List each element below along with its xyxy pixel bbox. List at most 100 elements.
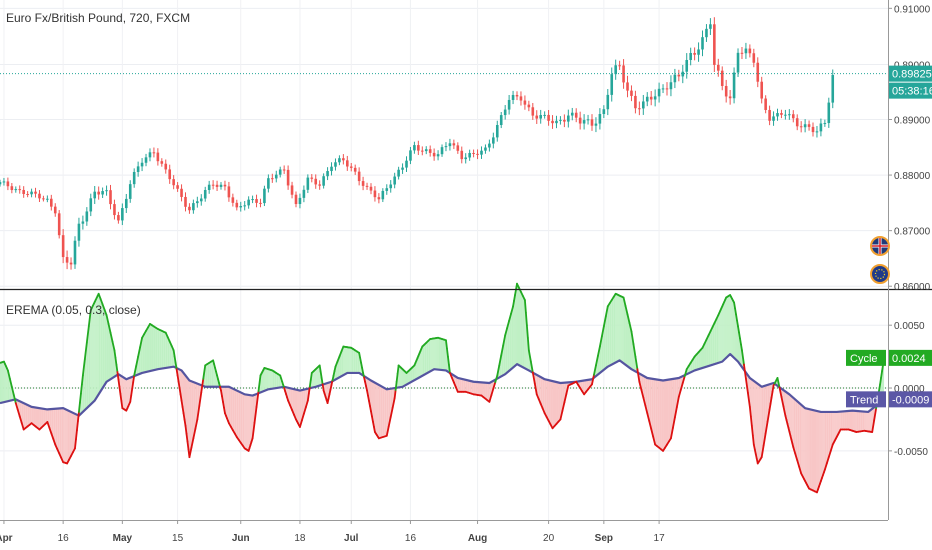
candle-body[interactable] — [720, 70, 724, 86]
candle-body[interactable] — [326, 171, 329, 177]
candle-body[interactable] — [342, 158, 345, 161]
candle-body[interactable] — [444, 146, 448, 148]
candle-body[interactable] — [298, 197, 302, 205]
candle-body[interactable] — [488, 143, 491, 148]
candle-body[interactable] — [432, 152, 436, 157]
candle-body[interactable] — [81, 221, 85, 224]
candle-body[interactable] — [626, 82, 629, 91]
candle-body[interactable] — [784, 114, 787, 116]
candle-body[interactable] — [697, 49, 700, 55]
candle-body[interactable] — [645, 96, 649, 102]
candle-body[interactable] — [559, 119, 562, 121]
candle-body[interactable] — [519, 96, 523, 101]
candle-body[interactable] — [744, 48, 748, 54]
candle-body[interactable] — [136, 166, 140, 172]
candle-body[interactable] — [689, 52, 692, 60]
candle-body[interactable] — [440, 147, 444, 155]
candle-body[interactable] — [211, 184, 215, 186]
candle-body[interactable] — [436, 154, 440, 157]
candle-body[interactable] — [673, 74, 677, 83]
candle-body[interactable] — [531, 107, 535, 116]
candle-body[interactable] — [10, 186, 14, 191]
candle-body[interactable] — [239, 206, 243, 208]
candle-body[interactable] — [231, 197, 235, 203]
candle-body[interactable] — [282, 169, 286, 171]
candle-body[interactable] — [219, 184, 223, 187]
candle-body[interactable] — [574, 112, 578, 118]
candle-body[interactable] — [0, 182, 2, 185]
candle-body[interactable] — [661, 88, 665, 90]
candle-body[interactable] — [105, 190, 108, 192]
candle-body[interactable] — [760, 81, 764, 99]
candle-body[interactable] — [377, 197, 381, 200]
candle-body[interactable] — [255, 199, 258, 203]
candle-body[interactable] — [401, 167, 404, 170]
candle-body[interactable] — [306, 177, 310, 190]
candle-body[interactable] — [349, 166, 353, 168]
candle-body[interactable] — [140, 162, 144, 167]
candle-body[interactable] — [385, 188, 389, 191]
candle-body[interactable] — [598, 114, 602, 124]
candle-body[interactable] — [448, 143, 452, 147]
candle-body[interactable] — [503, 109, 507, 116]
candle-body[interactable] — [156, 152, 160, 162]
candle-body[interactable] — [405, 160, 408, 168]
candle-body[interactable] — [484, 147, 487, 151]
candle-body[interactable] — [803, 124, 807, 128]
candle-body[interactable] — [69, 262, 73, 265]
candle-body[interactable] — [586, 119, 590, 121]
candle-body[interactable] — [776, 113, 779, 117]
candle-body[interactable] — [417, 145, 420, 151]
candle-body[interactable] — [527, 104, 531, 108]
candle-body[interactable] — [176, 185, 179, 189]
candle-body[interactable] — [492, 137, 495, 144]
candle-body[interactable] — [259, 202, 262, 204]
candle-body[interactable] — [160, 161, 164, 164]
candle-body[interactable] — [369, 186, 373, 191]
candle-body[interactable] — [50, 198, 53, 207]
candle-body[interactable] — [476, 153, 479, 155]
uk-flag-icon[interactable] — [870, 236, 890, 256]
candle-body[interactable] — [274, 174, 278, 179]
candle-body[interactable] — [468, 152, 471, 158]
candle-body[interactable] — [452, 143, 456, 146]
candle-body[interactable] — [748, 48, 752, 54]
candle-body[interactable] — [97, 191, 100, 195]
candle-body[interactable] — [732, 72, 736, 99]
candle-body[interactable] — [168, 169, 172, 180]
candle-body[interactable] — [653, 96, 657, 100]
candle-body[interactable] — [507, 99, 511, 110]
candle-body[interactable] — [693, 52, 696, 55]
candle-body[interactable] — [46, 198, 49, 200]
candle-body[interactable] — [736, 52, 740, 73]
candle-body[interactable] — [807, 124, 811, 127]
candle-body[interactable] — [393, 176, 396, 185]
candle-body[interactable] — [42, 198, 45, 200]
candle-body[interactable] — [756, 62, 760, 82]
candle-body[interactable] — [724, 85, 728, 97]
candle-body[interactable] — [113, 204, 116, 216]
candle-body[interactable] — [132, 171, 136, 185]
candle-body[interactable] — [570, 112, 574, 116]
candle-body[interactable] — [314, 178, 318, 185]
candle-body[interactable] — [563, 119, 566, 122]
candle-body[interactable] — [495, 125, 499, 138]
candle-body[interactable] — [89, 198, 93, 212]
candle-body[interactable] — [681, 71, 685, 77]
candle-body[interactable] — [472, 152, 475, 154]
candle-body[interactable] — [709, 24, 712, 29]
candle-body[interactable] — [823, 123, 827, 125]
candle-body[interactable] — [85, 211, 89, 222]
candle-body[interactable] — [290, 185, 294, 195]
candle-body[interactable] — [172, 179, 175, 186]
candle-body[interactable] — [480, 150, 483, 155]
candle-body[interactable] — [61, 235, 65, 258]
candle-body[interactable] — [511, 94, 515, 100]
candle-body[interactable] — [365, 185, 369, 187]
candle-body[interactable] — [334, 162, 337, 167]
candle-body[interactable] — [38, 193, 41, 199]
candle-body[interactable] — [199, 198, 203, 202]
candle-body[interactable] — [53, 206, 57, 214]
candle-body[interactable] — [622, 65, 625, 83]
candle-body[interactable] — [73, 240, 77, 265]
